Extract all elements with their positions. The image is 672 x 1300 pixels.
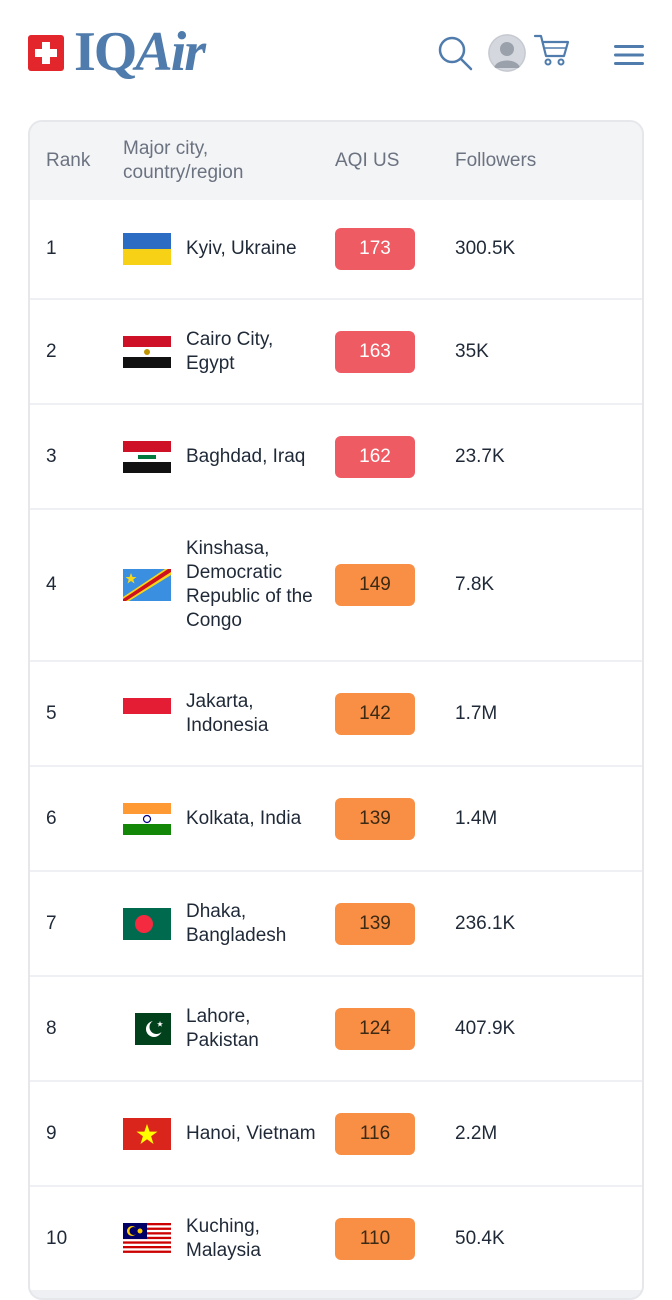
aqi-badge: 124 bbox=[335, 1007, 415, 1050]
iraq-flag-icon bbox=[123, 440, 171, 473]
bangladesh-flag-icon bbox=[123, 907, 171, 940]
ranking-table: Rank Major city, country/region AQI US F… bbox=[28, 120, 644, 1300]
ukraine-flag-icon bbox=[123, 233, 171, 265]
table-row[interactable]: 1 Kyiv, Ukraine 173 300.5K bbox=[30, 200, 642, 298]
iqair-logo[interactable]: IQAir bbox=[74, 21, 206, 83]
rank-cell: 1 bbox=[46, 238, 57, 259]
table-header: Rank Major city, country/region AQI US F… bbox=[30, 122, 642, 200]
search-icon[interactable] bbox=[436, 34, 474, 72]
site-header: IQAir bbox=[0, 0, 672, 100]
followers-cell: 300.5K bbox=[455, 238, 516, 259]
rank-cell: 8 bbox=[46, 1017, 57, 1039]
city-link[interactable]: Hanoi, Vietnam bbox=[186, 1122, 316, 1144]
aqi-badge: 110 bbox=[335, 1217, 415, 1260]
table-row[interactable]: 4 Kinshasa, Democratic Republic of the C… bbox=[30, 510, 642, 660]
followers-cell: 1.4M bbox=[455, 807, 498, 829]
city-link[interactable]: Kyiv, Ukraine bbox=[186, 238, 297, 259]
pakistan-flag-icon bbox=[123, 1012, 171, 1045]
malaysia-flag-icon bbox=[123, 1222, 171, 1255]
header-city[interactable]: Major city, country/region bbox=[123, 138, 244, 183]
rank-cell: 2 bbox=[46, 340, 57, 362]
followers-cell: 236.1K bbox=[455, 912, 516, 934]
aqi-badge: 173 bbox=[335, 228, 415, 270]
header-followers[interactable]: Followers bbox=[455, 150, 537, 171]
aqi-badge: 149 bbox=[335, 564, 415, 606]
city-link[interactable]: Dhaka, Bangladesh bbox=[186, 900, 287, 946]
followers-cell: 23.7K bbox=[455, 445, 505, 467]
table-row[interactable]: 8 Lahore, Pakistan 124 407.9K bbox=[30, 977, 642, 1080]
city-link[interactable]: Jakarta, Indonesia bbox=[186, 690, 269, 736]
city-link[interactable]: Kinshasa, Democratic Republic of the Con… bbox=[186, 538, 313, 631]
rank-cell: 6 bbox=[46, 807, 57, 829]
user-avatar-icon[interactable] bbox=[488, 34, 526, 72]
aqi-badge: 116 bbox=[335, 1112, 415, 1155]
followers-cell: 35K bbox=[455, 340, 489, 362]
city-link[interactable]: Kuching, Malaysia bbox=[186, 1215, 261, 1261]
rank-cell: 9 bbox=[46, 1122, 57, 1144]
table-row[interactable]: 9 Hanoi, Vietnam 116 2.2M bbox=[30, 1082, 642, 1185]
indonesia-flag-icon bbox=[123, 697, 171, 730]
aqi-badge: 162 bbox=[335, 435, 415, 478]
table-row[interactable]: 7 Dhaka, Bangladesh 139 236.1K bbox=[30, 872, 642, 975]
city-link[interactable]: Cairo City, Egypt bbox=[186, 328, 274, 374]
rank-cell: 4 bbox=[46, 574, 57, 595]
logo-prefix: IQ bbox=[74, 21, 137, 83]
india-flag-icon bbox=[123, 802, 171, 835]
logo-suffix: Air bbox=[135, 21, 206, 83]
table-row[interactable]: 3 Baghdad, Iraq 162 23.7K bbox=[30, 405, 642, 508]
city-link[interactable]: Lahore, Pakistan bbox=[186, 1005, 259, 1051]
city-link[interactable]: Kolkata, India bbox=[186, 807, 302, 829]
table-row[interactable]: 5 Jakarta, Indonesia 142 1.7M bbox=[30, 662, 642, 765]
swiss-flag-icon[interactable] bbox=[28, 35, 64, 71]
aqi-badge: 163 bbox=[335, 330, 415, 373]
hamburger-menu-icon[interactable] bbox=[612, 42, 646, 68]
followers-cell: 7.8K bbox=[455, 574, 495, 595]
aqi-badge: 139 bbox=[335, 902, 415, 945]
rank-cell: 7 bbox=[46, 912, 57, 934]
rank-cell: 3 bbox=[46, 445, 57, 467]
cart-icon[interactable] bbox=[532, 30, 572, 70]
header-rank[interactable]: Rank bbox=[46, 150, 91, 171]
egypt-flag-icon bbox=[123, 335, 171, 368]
followers-cell: 50.4K bbox=[455, 1227, 505, 1249]
aqi-badge: 142 bbox=[335, 692, 415, 735]
dr-congo-flag-icon bbox=[123, 569, 171, 601]
city-link[interactable]: Baghdad, Iraq bbox=[186, 445, 306, 467]
followers-cell: 407.9K bbox=[455, 1017, 516, 1039]
followers-cell: 1.7M bbox=[455, 702, 498, 724]
followers-cell: 2.2M bbox=[455, 1122, 498, 1144]
header-aqi[interactable]: AQI US bbox=[335, 150, 400, 171]
table-row[interactable]: 6 Kolkata, India 139 1.4M bbox=[30, 767, 642, 870]
aqi-badge: 139 bbox=[335, 797, 415, 840]
table-row[interactable]: 10 Kuching, Malaysia 110 50.4K bbox=[30, 1187, 642, 1290]
rank-cell: 10 bbox=[46, 1227, 68, 1249]
vietnam-flag-icon bbox=[123, 1117, 171, 1150]
table-row[interactable]: 2 Cairo City, Egypt 163 35K bbox=[30, 300, 642, 403]
rank-cell: 5 bbox=[46, 702, 57, 724]
